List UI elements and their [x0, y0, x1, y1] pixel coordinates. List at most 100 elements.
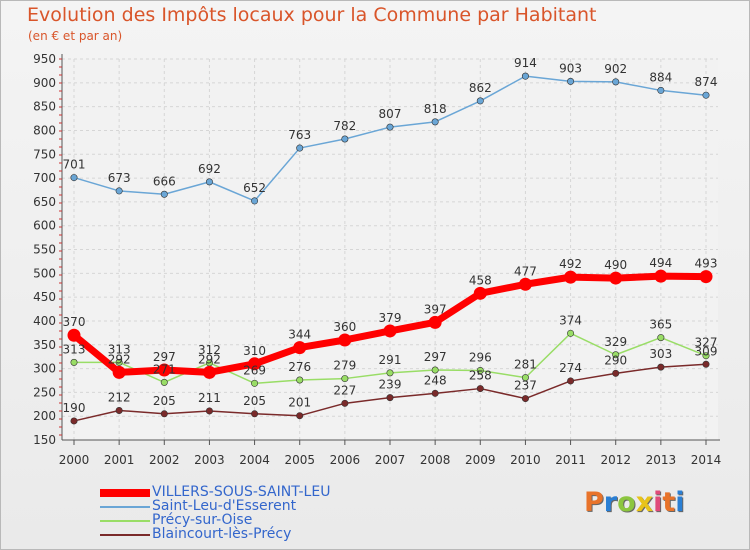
y-tick-label: 750: [33, 147, 56, 161]
x-tick-label: 2002: [149, 453, 180, 467]
data-label: 190: [63, 401, 86, 415]
data-label: 374: [559, 313, 582, 327]
data-point: [70, 417, 78, 425]
proxiti-logo: Proxiti: [584, 487, 685, 518]
x-tick-label: 2000: [59, 453, 90, 467]
series-layer: [67, 72, 713, 425]
data-label: 490: [604, 258, 627, 272]
data-point: [115, 358, 123, 366]
data-point: [612, 78, 620, 86]
x-tick-label: 2011: [555, 453, 586, 467]
x-tick-label: 2008: [420, 453, 451, 467]
data-point: [341, 135, 349, 143]
data-label: 292: [198, 352, 221, 366]
legend-swatch: [100, 534, 150, 536]
y-tick-label: 900: [33, 76, 56, 90]
data-point: [160, 378, 168, 386]
x-tick-label: 2009: [465, 453, 496, 467]
data-label: 370: [63, 315, 86, 329]
legend-label: Saint-Leu-d'Esserent: [152, 498, 297, 514]
data-point: [612, 369, 620, 377]
data-point: [67, 328, 81, 342]
y-tick-label: 250: [33, 385, 56, 399]
data-point: [160, 410, 168, 418]
data-point: [205, 178, 213, 186]
data-point: [702, 360, 710, 368]
data-label: 201: [288, 396, 311, 410]
data-label: 360: [333, 320, 356, 334]
data-label: 397: [424, 302, 447, 316]
data-label: 291: [379, 353, 402, 367]
y-tick-label: 450: [33, 290, 56, 304]
x-tick-label: 2010: [510, 453, 541, 467]
data-label: 309: [695, 344, 718, 358]
y-tick-label: 150: [33, 433, 56, 447]
y-tick-label: 800: [33, 123, 56, 137]
x-tick-label: 2005: [284, 453, 315, 467]
data-label: 344: [288, 328, 311, 342]
logo-letter: t: [662, 487, 676, 518]
data-point: [702, 91, 710, 99]
data-point: [567, 377, 575, 385]
x-tick-label: 2013: [646, 453, 677, 467]
data-label: 902: [604, 62, 627, 76]
data-label: 292: [108, 352, 131, 366]
data-label: 329: [604, 335, 627, 349]
data-label: 494: [649, 256, 672, 270]
chart-subtitle: (en € et par an): [28, 29, 123, 43]
x-tick-label: 2014: [691, 453, 722, 467]
axis-layer: 150 200 250 300 350 400 450 500 550 600 650 700 750 8…: [33, 52, 721, 467]
data-point: [518, 277, 532, 291]
data-point: [338, 333, 352, 347]
data-point: [567, 329, 575, 337]
x-tick-label: 2003: [194, 453, 225, 467]
y-tick-label: 350: [33, 338, 56, 352]
data-point: [431, 389, 439, 397]
data-label: 763: [288, 128, 311, 142]
chart-title: Evolution des Impôts locaux pour la Comm…: [27, 4, 597, 26]
data-point: [657, 86, 665, 94]
data-point: [702, 352, 710, 360]
data-point: [431, 118, 439, 126]
data-label: 212: [108, 390, 131, 404]
data-label: 365: [649, 318, 672, 332]
data-point: [386, 123, 394, 131]
data-point: [115, 406, 123, 414]
data-point: [476, 97, 484, 105]
data-label: 290: [604, 353, 627, 367]
data-label: 276: [288, 360, 311, 374]
logo-letter: o: [617, 487, 636, 518]
legend-swatch: [100, 520, 150, 522]
data-point: [383, 324, 397, 338]
y-tick-label: 650: [33, 195, 56, 209]
data-label: 281: [514, 358, 537, 372]
data-point: [70, 358, 78, 366]
data-label: 862: [469, 81, 492, 95]
data-label: 297: [424, 350, 447, 364]
y-tick-label: 400: [33, 314, 56, 328]
data-point: [386, 369, 394, 377]
data-label: 327: [695, 336, 718, 350]
data-point: [205, 407, 213, 415]
data-point: [699, 270, 713, 284]
data-point: [521, 72, 529, 80]
data-point: [296, 144, 304, 152]
legend-swatch: [100, 489, 150, 497]
data-point: [251, 410, 259, 418]
data-point: [654, 269, 668, 283]
data-label: 782: [333, 119, 356, 133]
data-label: 279: [333, 359, 356, 373]
data-label-layer: 701 673 666 692 652 763 782 807 818 862 914 903 902 8…: [63, 56, 718, 415]
data-point: [612, 351, 620, 359]
data-label: 379: [379, 311, 402, 325]
data-point: [609, 271, 623, 285]
data-point: [202, 365, 216, 379]
legend-label: VILLERS-SOUS-SAINT-LEU: [152, 484, 331, 500]
data-label: 239: [379, 378, 402, 392]
y-tick-label: 600: [33, 219, 56, 233]
y-tick-label: 550: [33, 243, 56, 257]
data-point: [157, 363, 171, 377]
y-tick-label: 500: [33, 266, 56, 280]
data-label: 310: [243, 344, 266, 358]
